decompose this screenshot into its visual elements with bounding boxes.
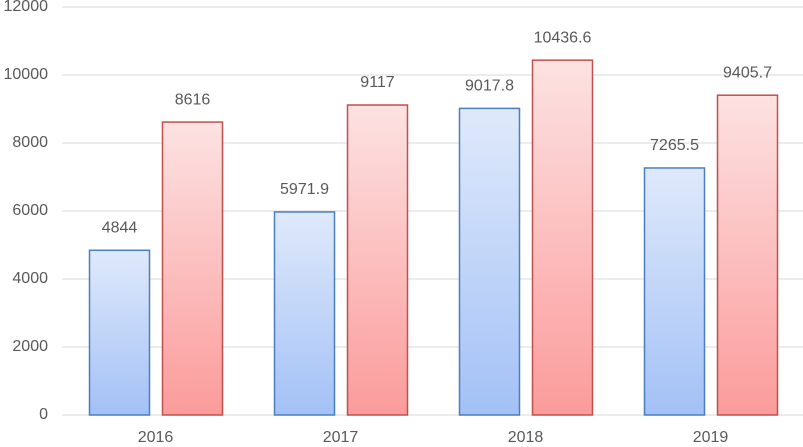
bar	[273, 211, 336, 416]
y-tick-label: 12000	[4, 0, 49, 15]
value-label: 4844	[102, 220, 138, 237]
x-tick-label: 2019	[693, 429, 729, 446]
y-tick-label: 4000	[12, 270, 48, 287]
bar	[88, 249, 151, 416]
y-tick-label: 6000	[12, 202, 48, 219]
y-tick-label: 2000	[12, 338, 48, 355]
y-tick-label: 8000	[12, 134, 48, 151]
value-label: 10436.6	[534, 29, 592, 46]
value-label: 7265.5	[650, 137, 699, 154]
x-tick-label: 2016	[138, 429, 174, 446]
y-tick-label: 0	[39, 406, 48, 423]
bar	[716, 94, 779, 416]
y-tick-label: 10000	[4, 66, 49, 83]
bar	[643, 167, 706, 416]
value-label: 9117	[360, 74, 395, 91]
value-label: 8616	[175, 91, 211, 108]
x-tick-label: 2018	[508, 429, 544, 446]
bar	[531, 59, 594, 416]
bar	[161, 121, 224, 416]
value-label: 9405.7	[723, 64, 772, 81]
x-tick-label: 2017	[323, 429, 359, 446]
value-label: 5971.9	[280, 181, 329, 198]
value-label: 9017.8	[465, 78, 514, 95]
bar	[458, 107, 521, 416]
bar	[346, 104, 409, 416]
